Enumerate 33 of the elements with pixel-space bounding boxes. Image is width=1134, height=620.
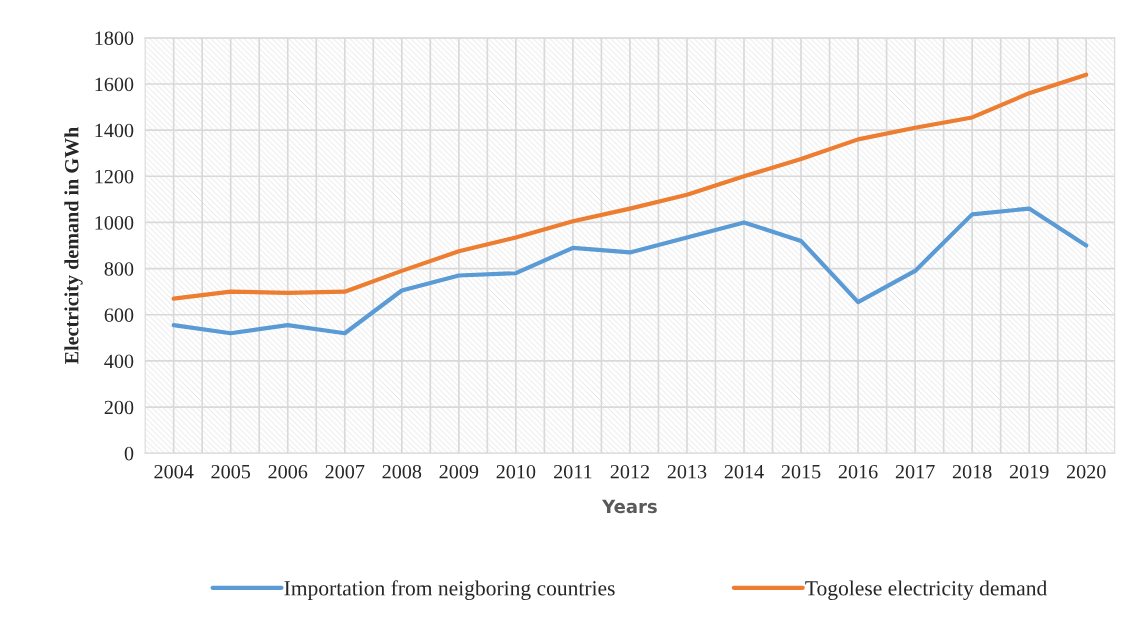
y-tick-label: 200	[104, 400, 134, 415]
x-tick-label: 2019	[1009, 464, 1049, 479]
x-tick-label: 2017	[895, 464, 935, 479]
x-tick-label: 2012	[610, 464, 649, 479]
line-series	[171, 206, 1089, 336]
x-tick-label: 2016	[838, 464, 878, 479]
y-tick-label: 600	[104, 308, 134, 322]
x-tick-label: 2004	[154, 464, 194, 479]
y-tick-label: 1200	[95, 169, 134, 184]
legend-label: Togolese electricity demand	[805, 580, 1047, 601]
y-tick-label: 400	[104, 354, 134, 369]
x-tick-label: 2009	[439, 464, 479, 479]
y-axis-title: Electricity demand in GWh	[64, 126, 83, 365]
x-axis-title: Years	[602, 499, 657, 514]
y-tick-label: 1800	[95, 31, 134, 46]
y-tick-label: 1600	[95, 77, 134, 92]
x-tick-label: 2013	[667, 464, 707, 479]
x-tick-label: 2010	[496, 464, 536, 479]
x-tick-label: 2007	[325, 464, 365, 479]
x-tick-label: 2008	[382, 464, 422, 479]
y-tick-label: 1400	[95, 123, 134, 138]
legend-label: Importation from neigboring countries	[284, 580, 615, 601]
x-tick-label: 2015	[781, 464, 821, 479]
x-tick-label: 2020	[1066, 464, 1106, 479]
y-tick-label: 1000	[95, 216, 134, 230]
x-tick-label: 2011	[554, 464, 592, 479]
x-tick-label: 2006	[268, 464, 308, 479]
y-tick-label: 0	[124, 446, 134, 461]
y-tick-label: 800	[104, 262, 134, 276]
x-tick-label: 2005	[211, 464, 251, 479]
x-tick-label: 2018	[952, 464, 992, 479]
line-series	[171, 72, 1089, 301]
x-tick-label: 2014	[724, 464, 764, 479]
